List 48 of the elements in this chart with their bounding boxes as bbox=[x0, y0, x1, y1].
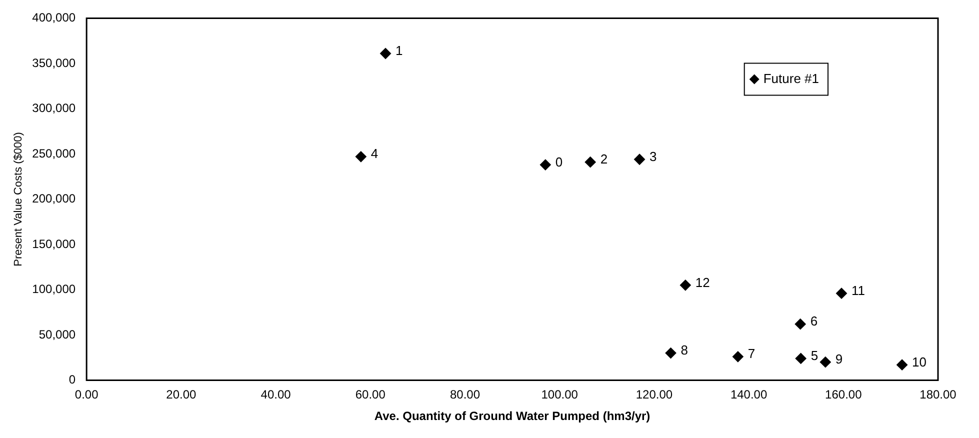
x-tick-label: 160.00 bbox=[825, 388, 862, 402]
x-tick-label: 0.00 bbox=[74, 388, 99, 402]
annotation: 4 bbox=[370, 146, 378, 162]
y-tick-label: 300,000 bbox=[32, 101, 76, 116]
legend-label: Future #1 bbox=[763, 70, 820, 86]
annotation: 5 bbox=[810, 348, 818, 364]
annotation: 10 bbox=[912, 354, 927, 370]
annotation: 1 bbox=[396, 43, 403, 58]
point bbox=[820, 356, 831, 368]
annotation: 3 bbox=[650, 148, 657, 164]
annotation: 9 bbox=[835, 352, 843, 367]
annotation: 6 bbox=[810, 314, 818, 329]
y-axis-title: Present Value Costs ($000) bbox=[12, 132, 25, 266]
x-tick-label: 60.00 bbox=[355, 388, 386, 402]
point bbox=[355, 151, 366, 162]
y-tick-label: 350,000 bbox=[32, 56, 76, 70]
x-tick-label: 180.00 bbox=[920, 388, 957, 402]
point bbox=[665, 348, 676, 359]
y-tick-label: 100,000 bbox=[32, 282, 76, 296]
y-tick-label: 0 bbox=[68, 372, 76, 387]
point bbox=[896, 359, 908, 370]
x-axis-title: Ave. Quantity of Ground Water Pumped (hm3/yr) bbox=[374, 409, 650, 424]
annotation: 8 bbox=[680, 342, 688, 358]
point bbox=[794, 318, 806, 330]
point bbox=[540, 159, 551, 170]
point bbox=[836, 288, 848, 299]
x-tick-label: 140.00 bbox=[730, 388, 768, 402]
y-tick-label: 400,000 bbox=[32, 10, 76, 25]
annotation: 7 bbox=[748, 346, 756, 362]
x-tick-label: 40.00 bbox=[260, 388, 292, 402]
point bbox=[634, 154, 646, 165]
point bbox=[680, 280, 691, 291]
x-tick-label: 20.00 bbox=[166, 388, 197, 402]
annotation: 12 bbox=[695, 274, 710, 290]
y-tick-label: 150,000 bbox=[32, 236, 76, 251]
annotation: 2 bbox=[600, 152, 608, 167]
y-tick-label: 200,000 bbox=[32, 192, 76, 206]
annotation: 0 bbox=[555, 154, 563, 170]
point bbox=[795, 352, 806, 364]
point bbox=[732, 351, 744, 362]
y-tick-label: 250,000 bbox=[32, 146, 76, 160]
x-tick-label: 120.00 bbox=[636, 388, 673, 402]
point bbox=[380, 48, 392, 59]
y-tick-label: 50,000 bbox=[38, 327, 76, 342]
x-tick-label: 100.00 bbox=[541, 388, 578, 402]
point bbox=[584, 156, 596, 168]
annotation: 11 bbox=[852, 282, 866, 298]
x-tick-label: 80.00 bbox=[450, 388, 480, 402]
